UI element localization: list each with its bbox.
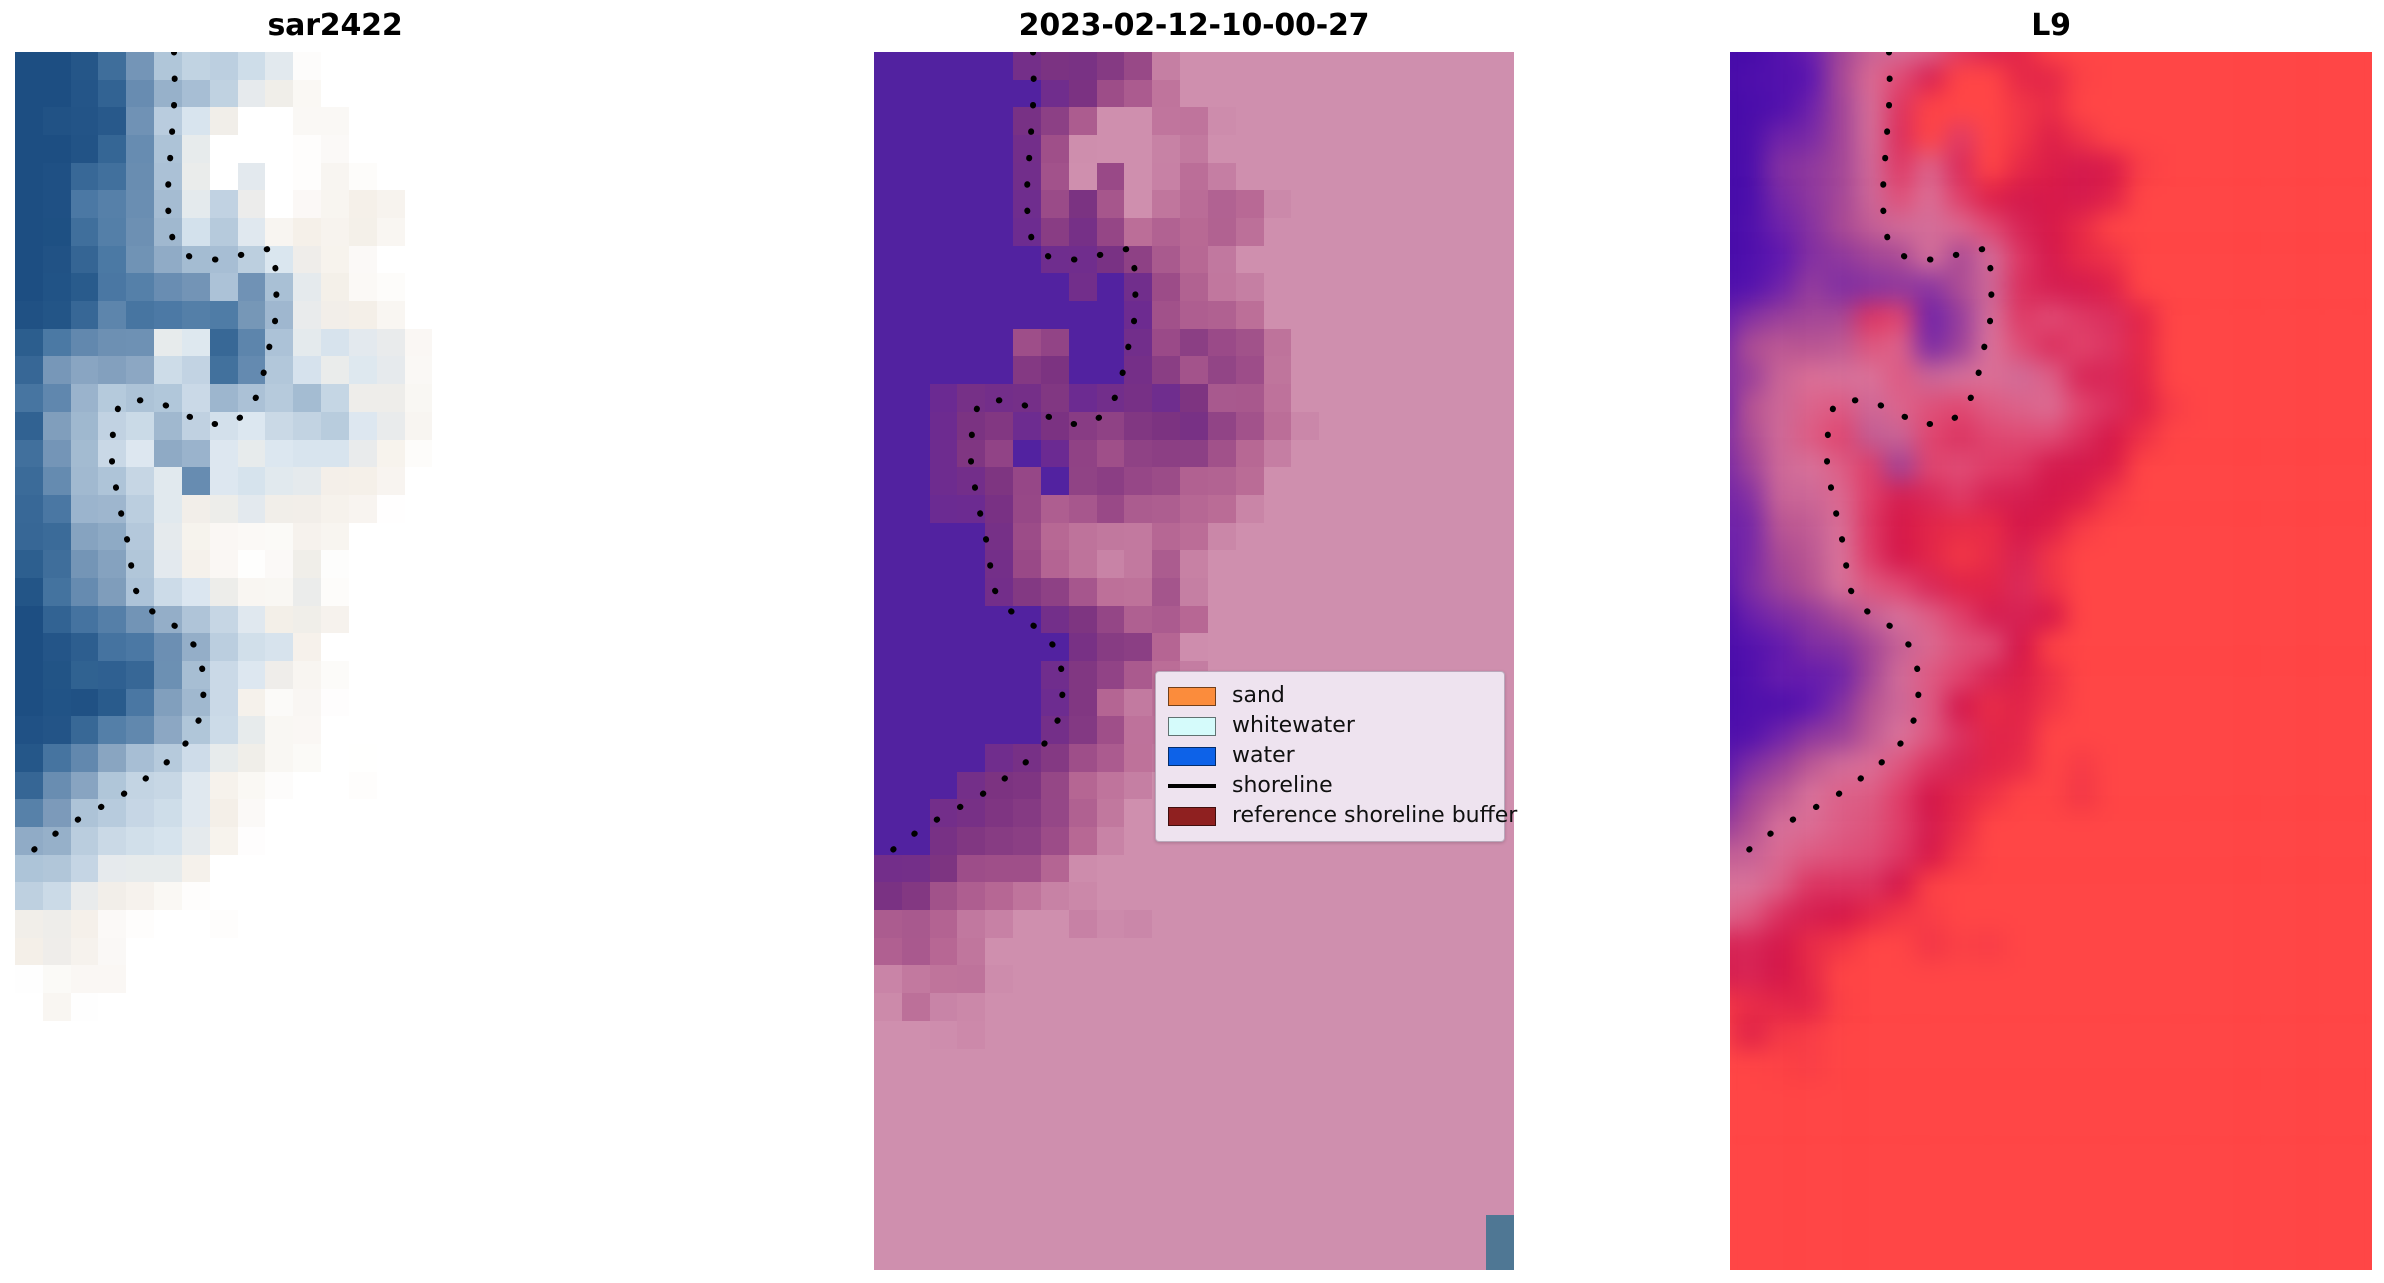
map-legend: sand whitewater water shoreline referenc… [1155, 671, 1517, 842]
legend-label-reference-buffer: reference shoreline buffer [1232, 803, 1518, 828]
legend-label-shoreline: shoreline [1232, 773, 1333, 798]
legend-item-water: water [1168, 741, 1492, 771]
legend-item-sand: sand [1168, 681, 1492, 711]
legend-swatch-water [1168, 746, 1216, 766]
legend-item-reference-buffer: reference shoreline buffer [1168, 801, 1517, 831]
image-panel-sar[interactable] [15, 52, 655, 1270]
raster-classified [874, 52, 1514, 1270]
legend-swatch-whitewater [1168, 716, 1216, 736]
image-panel-classified[interactable] [874, 52, 1514, 1270]
raster-sar [15, 52, 655, 1270]
legend-label-sand: sand [1232, 683, 1285, 708]
legend-item-whitewater: whitewater [1168, 711, 1492, 741]
panel-title-l9: L9 [2031, 8, 2071, 43]
legend-item-shoreline: shoreline [1168, 771, 1492, 801]
panel-title-sar: sar2422 [267, 8, 403, 43]
raster-l9 [1730, 52, 2372, 1270]
legend-label-whitewater: whitewater [1232, 713, 1355, 738]
legend-swatch-reference-buffer [1168, 806, 1216, 826]
panel-title-date: 2023-02-12-10-00-27 [1018, 8, 1370, 43]
image-panel-l9[interactable] [1730, 52, 2372, 1270]
legend-label-water: water [1232, 743, 1295, 768]
legend-swatch-sand [1168, 686, 1216, 706]
legend-swatch-shoreline [1168, 784, 1216, 788]
